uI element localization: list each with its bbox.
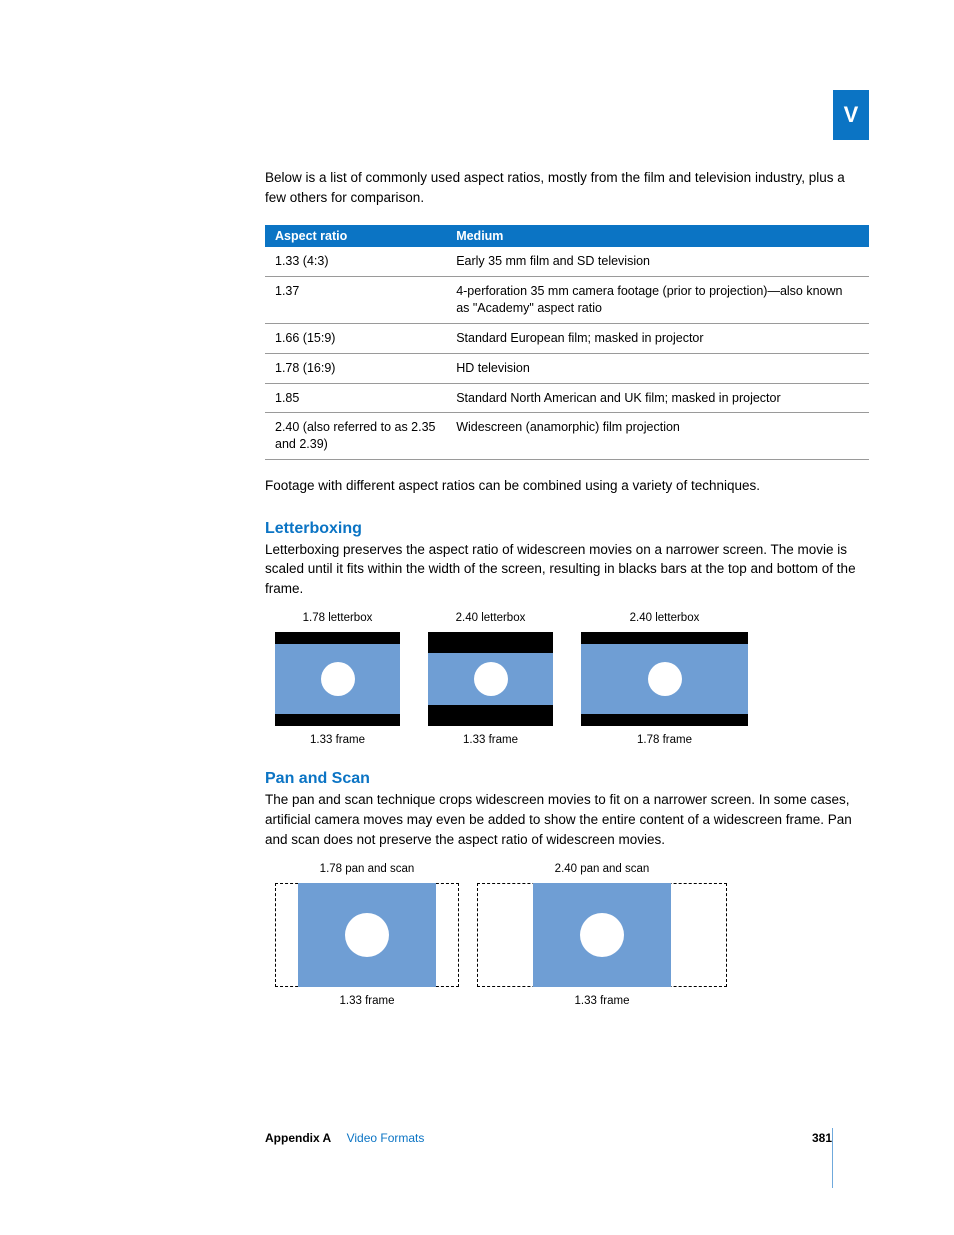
letterbox-frame bbox=[275, 632, 400, 726]
letterbox-frame bbox=[581, 632, 748, 726]
letterboxing-body: Letterboxing preserves the aspect ratio … bbox=[265, 540, 869, 599]
table-row: 1.85Standard North American and UK film;… bbox=[265, 383, 869, 413]
panscan-body: The pan and scan technique crops widescr… bbox=[265, 790, 869, 849]
letterbox-figure: 2.40 letterbox 1.33 frame bbox=[428, 612, 553, 746]
panscan-figure: 1.78 pan and scan 1.33 frame bbox=[275, 863, 459, 1007]
panscan-inner bbox=[298, 883, 436, 987]
chapter-title: Video Formats bbox=[347, 1131, 425, 1145]
letterboxing-heading: Letterboxing bbox=[265, 520, 869, 538]
circle-icon bbox=[580, 913, 624, 957]
circle-icon bbox=[648, 662, 682, 696]
intro-paragraph: Below is a list of commonly used aspect … bbox=[265, 168, 869, 207]
table-row: 1.66 (15:9)Standard European film; maske… bbox=[265, 323, 869, 353]
letterbox-frame bbox=[428, 632, 553, 726]
aspect-ratio-table: Aspect ratio Medium 1.33 (4:3)Early 35 m… bbox=[265, 225, 869, 460]
letterbox-figure: 2.40 letterbox 1.78 frame bbox=[581, 612, 748, 746]
panscan-frame bbox=[477, 883, 727, 987]
circle-icon bbox=[345, 913, 389, 957]
letterboxing-figures: 1.78 letterbox 1.33 frame 2.40 letterbox… bbox=[275, 612, 869, 746]
panscan-inner bbox=[533, 883, 671, 987]
letterbox-inner bbox=[275, 644, 400, 714]
page-number: 381 bbox=[812, 1131, 832, 1145]
circle-icon bbox=[474, 662, 508, 696]
panscan-figures: 1.78 pan and scan 1.33 frame 2.40 pan an… bbox=[275, 863, 869, 1007]
letterbox-figure: 1.78 letterbox 1.33 frame bbox=[275, 612, 400, 746]
page-content: Below is a list of commonly used aspect … bbox=[0, 0, 954, 1235]
table-header-ratio: Aspect ratio bbox=[265, 225, 446, 247]
panscan-figure: 2.40 pan and scan 1.33 frame bbox=[477, 863, 727, 1007]
table-header-medium: Medium bbox=[446, 225, 869, 247]
letterbox-inner bbox=[581, 644, 748, 714]
table-row: 1.33 (4:3)Early 35 mm film and SD televi… bbox=[265, 247, 869, 276]
post-table-paragraph: Footage with different aspect ratios can… bbox=[265, 476, 869, 496]
table-row: 2.40 (also referred to as 2.35 and 2.39)… bbox=[265, 413, 869, 460]
panscan-frame bbox=[275, 883, 459, 987]
panscan-heading: Pan and Scan bbox=[265, 770, 869, 788]
table-row: 1.78 (16:9)HD television bbox=[265, 353, 869, 383]
appendix-label: Appendix A bbox=[265, 1131, 331, 1145]
letterbox-inner bbox=[428, 653, 553, 705]
table-row: 1.374-perforation 35 mm camera footage (… bbox=[265, 277, 869, 324]
page-footer: Appendix A Video Formats 381 bbox=[265, 1131, 832, 1145]
circle-icon bbox=[321, 662, 355, 696]
